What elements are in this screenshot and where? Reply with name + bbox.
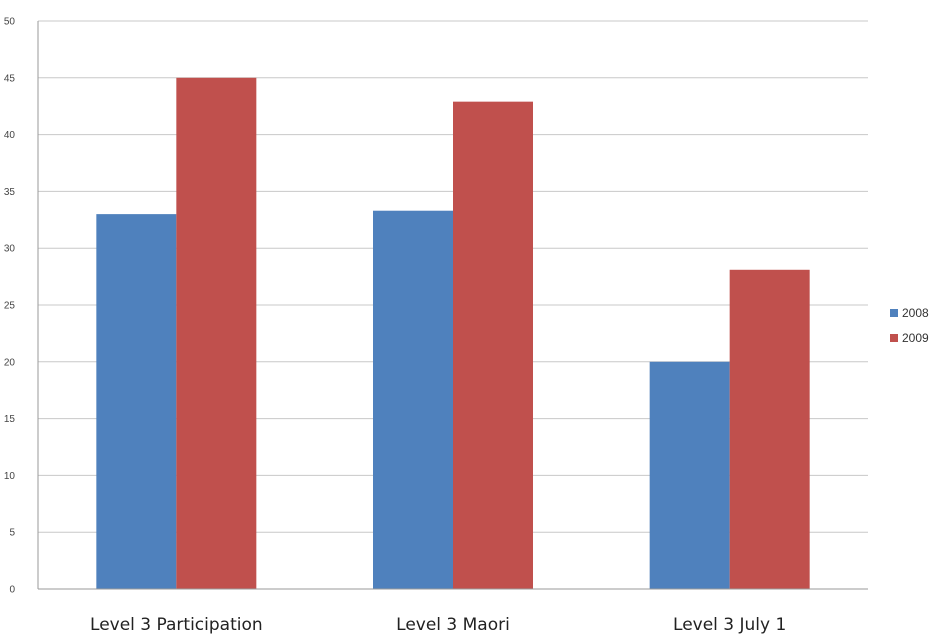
y-tick-label: 45 — [4, 73, 16, 84]
bar-2009-1 — [176, 77, 257, 590]
y-tick-label: 20 — [4, 357, 16, 368]
bar-2009-2 — [453, 101, 533, 589]
legend-swatch-2009 — [890, 334, 898, 342]
y-tick-label: 10 — [4, 471, 16, 482]
bar-2009-3 — [729, 269, 810, 589]
y-tick-label: 35 — [4, 187, 16, 198]
y-tick-label: 5 — [9, 528, 15, 539]
legend-label: 2009 — [902, 331, 929, 345]
legend: 2008 2009 — [890, 306, 929, 345]
bars — [96, 77, 810, 590]
y-tick-label: 15 — [4, 414, 16, 425]
category-label: Level 3 Participation — [90, 615, 263, 635]
y-tick-label: 25 — [4, 301, 16, 312]
y-tick-label: 50 — [4, 17, 16, 28]
y-tick-label: 40 — [4, 130, 16, 141]
category-label: Level 3 Maori — [396, 615, 510, 635]
legend-label: 2008 — [902, 306, 929, 320]
y-tick-label: 30 — [4, 244, 16, 255]
y-tick-labels: 0 5 10 15 20 25 30 35 40 45 50 — [4, 17, 16, 596]
category-label: Level 3 July 1 — [673, 615, 786, 635]
bar-2008-1 — [96, 214, 177, 589]
y-tick-label: 0 — [9, 585, 15, 596]
category-labels: Level 3 Participation Level 3 Maori Level … — [90, 615, 786, 635]
bar-2008-3 — [649, 361, 730, 589]
legend-swatch-2008 — [890, 309, 898, 317]
bar-2008-2 — [373, 210, 453, 589]
